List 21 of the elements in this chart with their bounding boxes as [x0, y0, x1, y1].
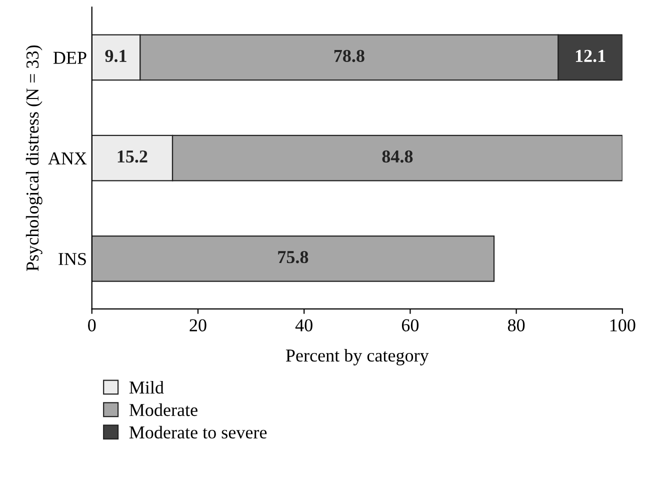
legend-label: Moderate	[129, 403, 198, 416]
data-label: 84.8	[382, 150, 413, 163]
y-axis-title: Psychological distress (N = 33)	[26, 45, 42, 271]
y-tick-label: DEP	[53, 52, 86, 64]
y-tick-label: ANX	[48, 152, 87, 164]
legend-label: Mild	[129, 380, 164, 394]
data-label: 75.8	[278, 250, 308, 264]
data-label: 15.2	[118, 150, 148, 163]
x-tick-label: 40	[295, 319, 312, 332]
x-tick-label: 80	[508, 319, 525, 332]
data-label: 78.8	[334, 50, 364, 62]
bar	[92, 235, 495, 282]
x-tick-label: 20	[190, 319, 206, 332]
x-tick-label: 0	[88, 319, 96, 332]
data-label: 9.1	[105, 50, 126, 62]
x-tick-label: 60	[402, 319, 419, 332]
x-tick-label: 100	[610, 319, 636, 332]
data-label: 12.1	[576, 50, 606, 62]
legend-label: Moderate to severe	[129, 426, 267, 439]
y-tick-label: INS	[58, 252, 86, 266]
x-axis-title: Percent by category	[286, 348, 429, 366]
